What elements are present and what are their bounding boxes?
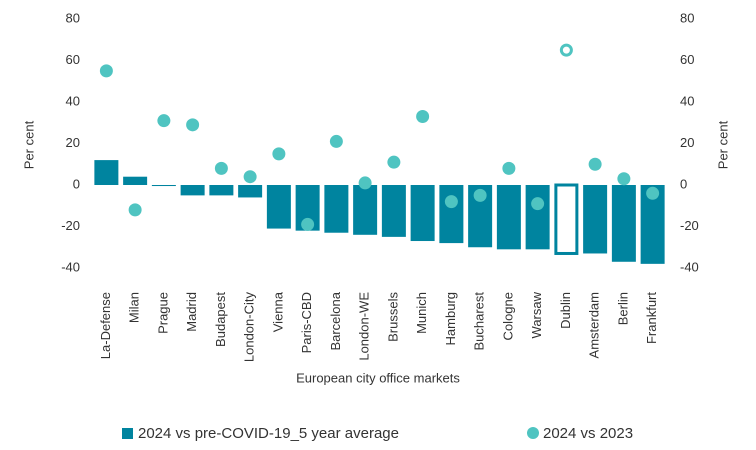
x-tick-label: Warsaw xyxy=(529,291,544,338)
x-tick-label: Frankfurt xyxy=(644,292,659,344)
y2-tick-label: 0 xyxy=(680,176,687,191)
x-tick-label: Amsterdam xyxy=(587,292,602,358)
y-tick-label: 20 xyxy=(66,135,80,150)
point xyxy=(559,43,573,57)
x-tick-label: Prague xyxy=(155,292,170,334)
legend-swatch xyxy=(527,427,539,439)
y2-tick-label: 60 xyxy=(680,52,694,67)
bar xyxy=(151,185,176,187)
y2-tick-label: -40 xyxy=(680,259,699,274)
legend-label: 2024 vs pre-COVID-19_5 year average xyxy=(138,425,399,442)
x-tick-label: London-WE xyxy=(357,292,372,361)
point xyxy=(358,176,372,190)
bar xyxy=(266,185,291,229)
y2-tick-label: 20 xyxy=(680,135,694,150)
x-tick-label: Milan xyxy=(127,292,142,323)
point xyxy=(214,161,228,175)
point xyxy=(502,161,516,175)
x-axis-label: European city office markets xyxy=(296,370,460,385)
x-tick-label: Berlin xyxy=(615,292,630,325)
bar xyxy=(554,183,579,255)
bar xyxy=(353,185,378,235)
bar xyxy=(324,185,349,233)
x-tick-label: Hamburg xyxy=(443,292,458,345)
point xyxy=(301,217,315,231)
x-tick-label: Barcelona xyxy=(328,291,343,350)
y-tick-label: 40 xyxy=(66,93,80,108)
y-tick-label: -20 xyxy=(61,218,80,233)
point xyxy=(272,147,286,161)
y-tick-label: 60 xyxy=(66,52,80,67)
point xyxy=(588,157,602,171)
point xyxy=(186,118,200,132)
x-tick-label: Vienna xyxy=(270,291,285,332)
point xyxy=(416,110,430,124)
bar xyxy=(123,176,148,185)
y2-axis-label: Per cent xyxy=(715,120,730,169)
y2-tick-label: -20 xyxy=(680,218,699,233)
bar xyxy=(496,185,521,250)
bar xyxy=(381,185,406,237)
point xyxy=(646,186,660,200)
bar xyxy=(525,185,550,250)
point xyxy=(243,170,257,184)
y2-tick-label: 40 xyxy=(680,93,694,108)
point xyxy=(128,203,142,217)
x-tick-label: London-City xyxy=(242,292,257,363)
y-tick-label: 80 xyxy=(66,10,80,25)
x-tick-label: Budapest xyxy=(213,292,228,347)
x-tick-label: Dublin xyxy=(558,292,573,329)
y-tick-label: -40 xyxy=(61,259,80,274)
point xyxy=(99,64,113,78)
point xyxy=(473,188,487,202)
y2-tick-label: 80 xyxy=(680,10,694,25)
y-tick-label: 0 xyxy=(73,176,80,191)
point xyxy=(617,172,631,186)
x-tick-label: Munich xyxy=(414,292,429,334)
point xyxy=(387,155,401,169)
bar xyxy=(583,185,608,254)
point xyxy=(444,195,458,209)
x-tick-label: Paris-CBD xyxy=(299,292,314,353)
x-tick-label: La-Defense xyxy=(98,292,113,359)
y-axis-label: Per cent xyxy=(21,120,36,169)
bar xyxy=(238,185,263,198)
x-tick-label: Brussels xyxy=(385,292,400,342)
point xyxy=(531,197,545,211)
legend-swatch xyxy=(122,428,133,439)
point xyxy=(329,134,343,148)
bar xyxy=(611,185,636,262)
bar xyxy=(209,185,234,196)
legend-label: 2024 vs 2023 xyxy=(543,425,633,442)
bar xyxy=(439,185,464,244)
point xyxy=(157,114,171,128)
x-tick-label: Bucharest xyxy=(472,292,487,351)
bar xyxy=(180,185,205,196)
bar xyxy=(94,160,119,185)
bar xyxy=(410,185,435,242)
x-tick-label: Madrid xyxy=(184,292,199,332)
x-tick-label: Cologne xyxy=(500,292,515,340)
